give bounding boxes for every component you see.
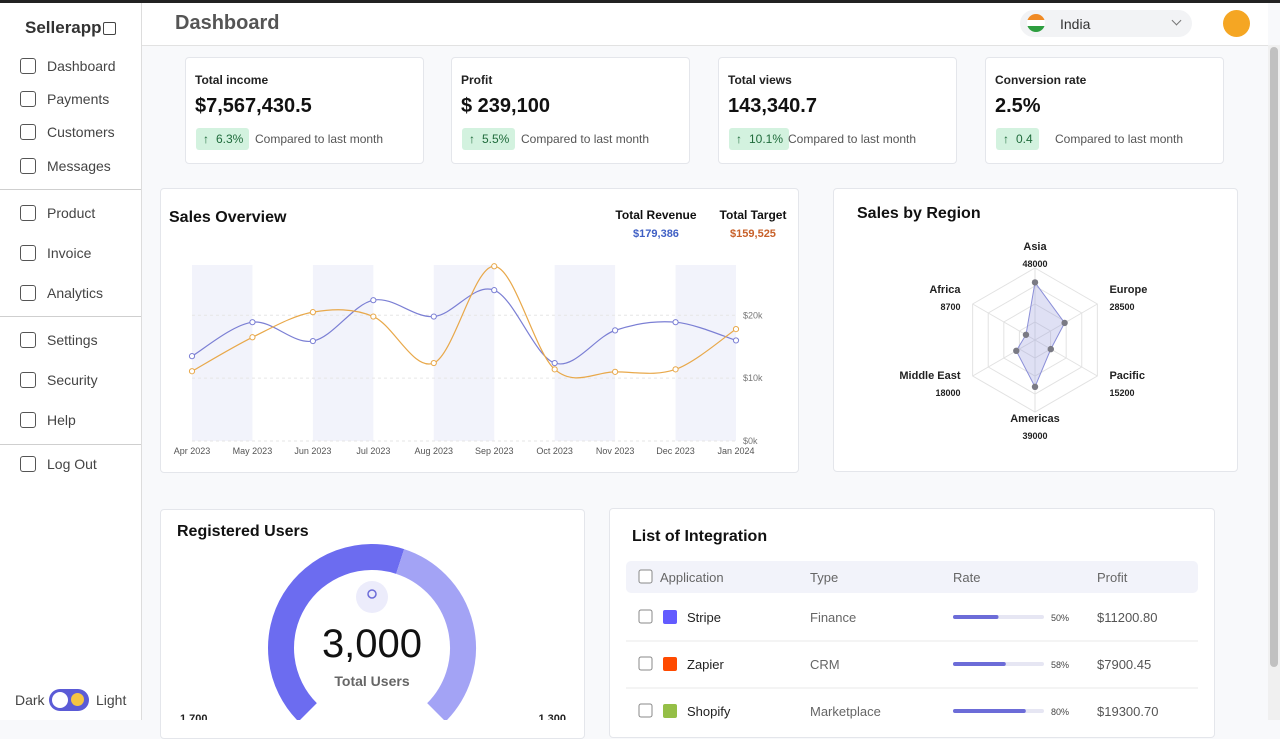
stat-label: Total views — [728, 73, 792, 87]
country-name: India — [1060, 16, 1091, 32]
nav-icon — [20, 332, 36, 348]
panel — [609, 508, 1215, 738]
nav-divider — [0, 444, 141, 445]
stat-note: Compared to last month — [1055, 132, 1184, 146]
change-value: 0.4 — [1016, 132, 1033, 146]
change-badge: ↑ 5.5% — [462, 128, 516, 150]
arrow-up: ↑ — [469, 132, 475, 146]
panel — [833, 188, 1238, 472]
nav-icon — [20, 245, 36, 261]
scrollbar — [1268, 45, 1280, 720]
stat-note: Compared to last month — [255, 132, 384, 146]
nav-icon — [20, 412, 36, 428]
stat-label: Total income — [195, 73, 269, 87]
nav-label: Log Out — [47, 456, 97, 472]
nav-icon — [20, 285, 36, 301]
stat-value: 143,340.7 — [728, 95, 817, 117]
nav-icon — [20, 124, 36, 140]
change-value: 10.1% — [749, 132, 784, 146]
nav-label: Payments — [47, 91, 110, 107]
nav-label: Product — [47, 205, 96, 221]
stat-value: $ 239,100 — [461, 95, 550, 117]
country-select[interactable]: India — [1020, 10, 1192, 37]
stat-label: Profit — [461, 73, 493, 87]
change-badge: ↑ 0.4 — [996, 128, 1039, 150]
nav-icon — [20, 91, 36, 107]
arrow-up: ↑ — [736, 132, 742, 146]
stat-card: Profit $ 239,100 ↑ 5.5% Compared to last mon… — [451, 57, 690, 164]
change-value: 6.3% — [216, 132, 244, 146]
nav-label: Settings — [47, 332, 98, 348]
stat-value: 2.5% — [995, 95, 1041, 117]
nav-icon — [20, 372, 36, 388]
stat-note: Compared to last month — [788, 132, 917, 146]
theme-toggle[interactable] — [49, 689, 89, 711]
nav-divider — [0, 316, 141, 317]
sidebar: Sellerapp Dashboard Payments Customers Mess… — [0, 3, 142, 720]
theme-light-label: Light — [96, 692, 127, 708]
brand: Sellerapp — [25, 18, 102, 37]
stat-card: Total views 143,340.7 ↑ 10.1% Compared to la… — [718, 57, 957, 164]
stat-note: Compared to last month — [521, 132, 650, 146]
header: Dashboard India — [142, 3, 1268, 46]
panel — [160, 509, 585, 739]
nav-icon — [20, 58, 36, 74]
avatar[interactable] — [1223, 10, 1250, 37]
nav-label: Customers — [47, 124, 115, 140]
stat-card: Conversion rate 2.5% ↑ 0.4 Compared to last … — [985, 57, 1224, 164]
nav-label: Security — [47, 372, 98, 388]
stat-label: Conversion rate — [995, 73, 1087, 87]
top-border — [0, 0, 1280, 3]
page-title: Dashboard — [175, 12, 280, 34]
nav-label: Analytics — [47, 285, 104, 301]
change-badge: ↑ 10.1% — [729, 128, 790, 150]
panel — [160, 188, 799, 473]
nav-label: Messages — [47, 158, 111, 174]
nav-icon — [20, 158, 36, 174]
nav-icon — [20, 456, 36, 472]
nav-label: Dashboard — [47, 58, 116, 74]
nav-label: Help — [47, 412, 76, 428]
nav-icon — [20, 205, 36, 221]
collapse-button[interactable] — [103, 22, 116, 35]
stat-card: Total income $7,567,430.5 ↑ 6.3% Compared to… — [185, 57, 424, 164]
arrow-up: ↑ — [203, 132, 209, 146]
arrow-up: ↑ — [1003, 132, 1009, 146]
change-badge: ↑ 6.3% — [196, 128, 250, 150]
nav-divider — [0, 189, 141, 190]
stat-value: $7,567,430.5 — [195, 95, 312, 117]
theme-dark-label: Dark — [15, 692, 45, 708]
nav-label: Invoice — [47, 245, 92, 261]
change-value: 5.5% — [482, 132, 510, 146]
